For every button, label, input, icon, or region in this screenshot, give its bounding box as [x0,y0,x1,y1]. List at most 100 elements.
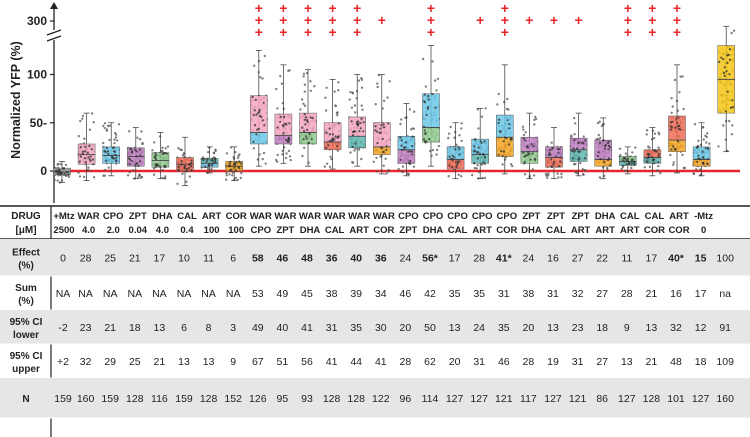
table-header-dose: 0.04 [129,225,148,236]
table-header-dose: ART [349,225,369,236]
data-point [407,161,410,164]
data-point [56,179,59,182]
data-point [423,100,426,103]
data-point [555,155,558,158]
data-point [139,160,142,163]
data-point [573,116,576,120]
data-point [456,163,459,166]
data-point [176,182,179,185]
table-header-dose: 4.0 [82,225,95,236]
table-cell: 13 [547,322,559,334]
data-point [579,150,582,153]
data-point [253,109,256,112]
data-point [90,148,93,151]
data-point [723,66,726,69]
data-point [360,104,363,107]
data-point [656,169,659,172]
data-point [497,118,501,121]
box-15 [421,45,441,167]
y-tick-label: 100 [27,68,47,82]
table-header-drug: CPO [398,211,419,222]
plus-mark: + [673,12,681,28]
data-point [374,129,377,132]
data-point [400,139,403,142]
data-point [116,139,119,142]
data-point [237,154,240,158]
data-point [225,171,228,175]
table-cell: 128 [126,393,144,405]
table-cell: 109 [716,356,734,368]
table-cell: 22 [596,253,608,265]
table-header-label: [μM] [15,225,36,236]
data-point [401,165,405,168]
data-point [258,110,261,113]
data-point [303,83,307,86]
data-point [523,155,526,158]
data-point [140,130,143,133]
data-point [449,125,452,129]
table-header-dose: COR [373,225,394,236]
data-point [696,160,699,163]
data-point [154,163,157,166]
data-point [84,161,87,164]
data-point [670,111,673,115]
data-point [154,152,157,155]
table-cell: 17 [449,253,461,265]
data-point [657,161,660,164]
data-point [86,151,89,154]
table-header-dose: CAL [325,225,345,236]
plus-mark: + [255,12,263,28]
data-point [483,156,487,159]
data-point [476,108,479,111]
data-point [648,153,651,156]
data-point [529,158,532,161]
table-cell: 28 [400,356,412,368]
data-point [571,149,574,152]
data-point [288,155,292,158]
data-point [706,147,710,150]
data-point [327,144,330,147]
data-point [623,157,626,160]
data-point [681,153,684,157]
data-point [431,60,434,63]
box-upper [496,114,514,138]
data-point [598,176,602,179]
data-point [508,123,511,126]
table-cell: 128 [347,393,365,405]
data-point [556,172,559,175]
data-point [274,158,278,162]
table-cell: 122 [372,393,390,405]
data-point [701,150,704,153]
data-point [412,165,416,168]
data-point [351,92,354,95]
data-point [630,166,633,170]
data-point [403,148,406,151]
data-point [387,168,390,172]
box-1 [77,112,96,181]
data-point [64,163,68,167]
table-cell: 9 [624,322,630,334]
data-point [407,173,410,176]
data-point [140,175,144,179]
table-cell: 31 [326,322,338,334]
data-point [648,146,651,149]
data-point [177,165,180,168]
data-point [255,113,258,116]
data-point [135,150,138,153]
data-point [483,176,487,180]
data-point [163,177,167,180]
y-axis-arrow [50,2,58,9]
data-point [730,31,733,35]
data-point [164,175,167,178]
data-point [402,146,406,149]
data-point [728,48,732,51]
data-point [81,117,84,120]
table-cell: 41 [375,356,387,368]
table-cell: 50 [424,322,436,334]
table-header-dose: ART [620,225,640,236]
table-row-label: 95% CI [10,317,43,328]
data-point [552,160,556,164]
table-row-label: 95% CI [10,351,43,362]
plus-mark: + [427,0,435,16]
table-cell: 9 [230,356,236,368]
